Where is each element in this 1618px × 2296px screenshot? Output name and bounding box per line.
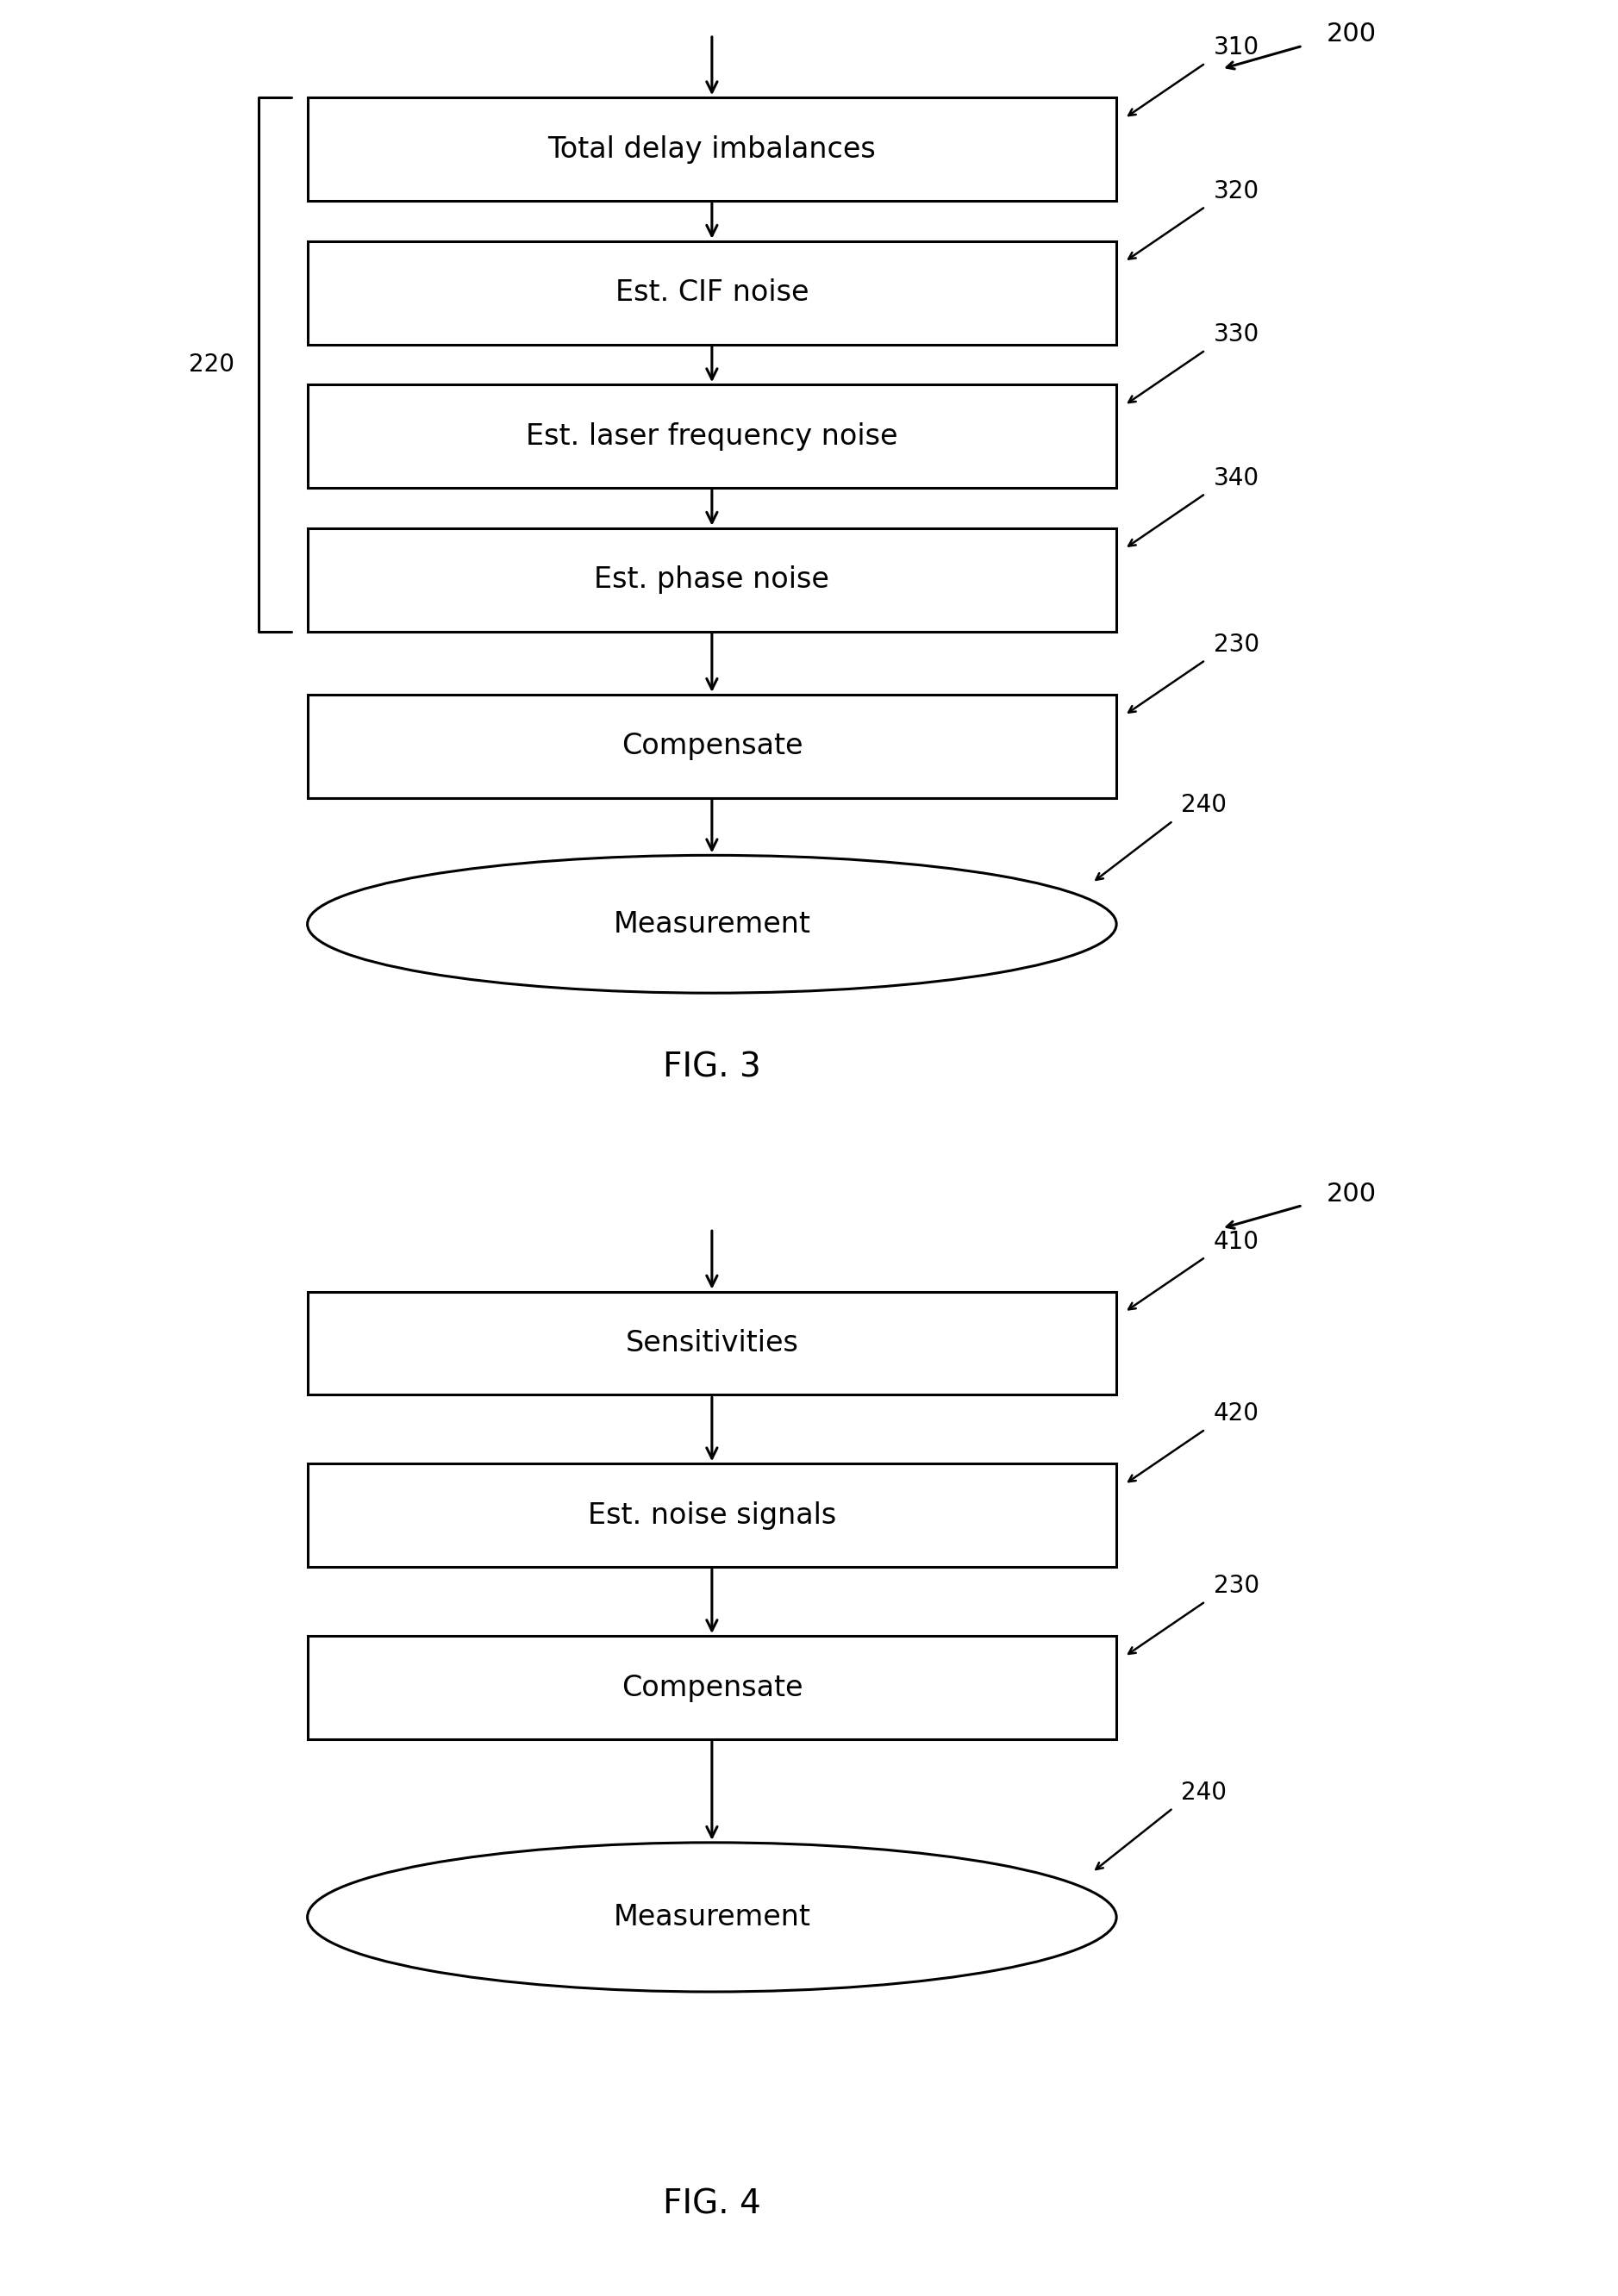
Ellipse shape	[307, 1841, 1116, 1991]
Text: Compensate: Compensate	[621, 1674, 803, 1701]
Bar	[307, 693, 1116, 799]
Bar	[307, 99, 1116, 202]
Text: Measurement: Measurement	[613, 1903, 811, 1931]
Text: 240: 240	[1181, 1779, 1226, 1805]
Ellipse shape	[307, 854, 1116, 994]
Text: Compensate: Compensate	[621, 732, 803, 760]
Bar	[307, 1293, 1116, 1396]
Text: Est. CIF noise: Est. CIF noise	[615, 278, 809, 308]
Text: 420: 420	[1214, 1401, 1259, 1426]
Text: 410: 410	[1214, 1228, 1259, 1254]
Bar	[307, 528, 1116, 631]
Bar	[307, 1465, 1116, 1566]
Text: 200: 200	[1327, 1182, 1377, 1205]
Text: Est. laser frequency noise: Est. laser frequency noise	[526, 422, 898, 450]
Text: 310: 310	[1214, 34, 1259, 60]
Text: 230: 230	[1214, 631, 1259, 657]
Bar	[307, 1635, 1116, 1740]
Text: Est. noise signals: Est. noise signals	[587, 1502, 837, 1529]
Text: 200: 200	[1327, 23, 1377, 46]
Text: 220: 220	[189, 351, 235, 377]
Text: 230: 230	[1214, 1573, 1259, 1598]
Text: FIG. 3: FIG. 3	[663, 1052, 760, 1084]
Bar	[307, 241, 1116, 344]
Text: Est. phase noise: Est. phase noise	[594, 565, 830, 595]
Text: 320: 320	[1214, 179, 1259, 204]
Text: 330: 330	[1214, 321, 1259, 347]
Text: 340: 340	[1214, 466, 1259, 491]
Text: Total delay imbalances: Total delay imbalances	[549, 135, 875, 163]
Text: Sensitivities: Sensitivities	[625, 1329, 799, 1357]
Text: Measurement: Measurement	[613, 909, 811, 939]
Text: FIG. 4: FIG. 4	[663, 2188, 760, 2220]
Text: 240: 240	[1181, 792, 1226, 817]
Bar	[307, 383, 1116, 489]
